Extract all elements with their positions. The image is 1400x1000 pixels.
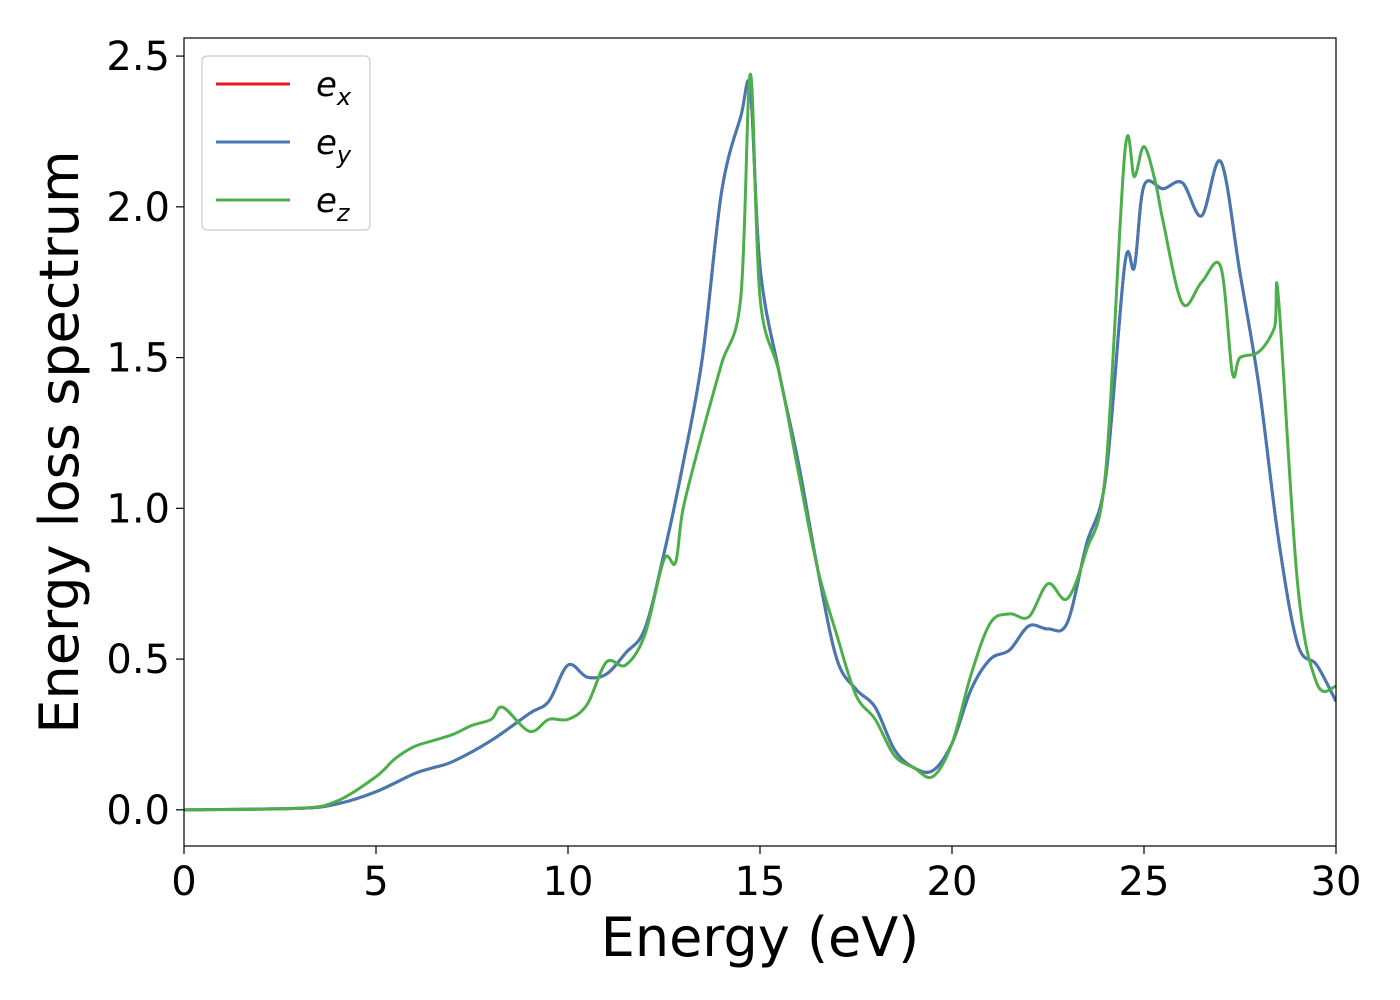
x-axis-ticks: 0 5 10 15 20 25 30 — [171, 846, 1361, 905]
plot-area — [184, 72, 1336, 812]
y-axis-ticks: 0.0 0.5 1.0 1.5 2.0 2.5 — [106, 34, 184, 834]
x-tick-label: 30 — [1311, 859, 1362, 905]
series-line-z — [184, 72, 1336, 812]
x-tick-label: 15 — [735, 859, 786, 905]
x-tick-label: 0 — [171, 859, 196, 905]
y-axis-label: Energy loss spectrum — [28, 150, 91, 733]
y-tick-label: 2.5 — [106, 34, 170, 80]
legend-label-x: ex — [316, 65, 352, 111]
x-tick-label: 20 — [927, 859, 978, 905]
x-tick-label: 25 — [1119, 859, 1170, 905]
legend-label-y: ey — [316, 123, 352, 169]
y-tick-label: 2.0 — [106, 185, 170, 231]
x-tick-label: 5 — [363, 859, 388, 905]
y-tick-label: 1.5 — [106, 336, 170, 382]
series-line-y — [184, 79, 1336, 812]
y-tick-label: 0.0 — [106, 788, 170, 834]
legend: ex ey ez — [201, 55, 371, 231]
y-tick-label: 1.0 — [106, 486, 170, 532]
legend-label-z: ez — [316, 181, 351, 227]
x-axis-label: Energy (eV) — [601, 906, 920, 969]
y-tick-label: 0.5 — [106, 637, 170, 683]
x-tick-label: 10 — [543, 859, 594, 905]
